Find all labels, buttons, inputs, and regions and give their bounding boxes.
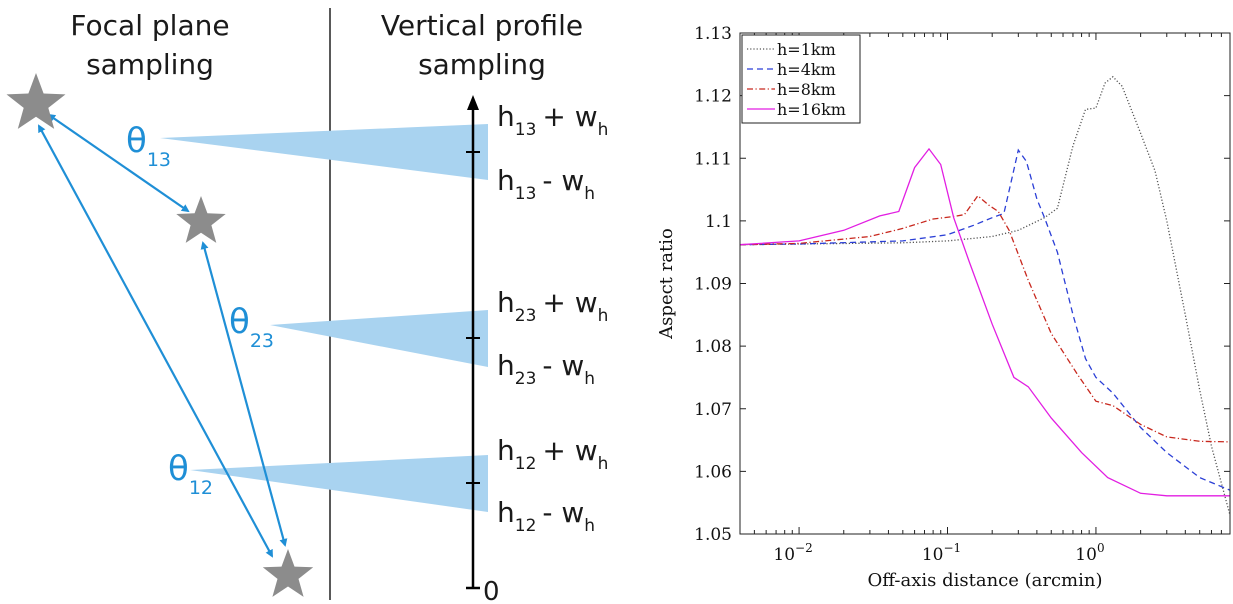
x-tick-label: 10−1 <box>922 541 961 565</box>
legend-label: h=8km <box>777 80 836 99</box>
height-label-13-plus: h13 + wh <box>497 100 608 140</box>
wedge-12 <box>190 455 488 512</box>
y-tick-label: 1.11 <box>694 149 732 169</box>
y-tick-label: 1.05 <box>694 525 732 545</box>
y-tick-label: 1.12 <box>694 87 732 107</box>
y-tick-label: 1.09 <box>694 275 732 295</box>
legend-label: h=16km <box>777 100 846 119</box>
sampling-diagram: Focal plane sampling Vertical profile sa… <box>6 8 608 604</box>
series-line-h=16km <box>739 147 1230 497</box>
legend-box <box>741 34 861 124</box>
arrow-star1-star2 <box>38 124 273 558</box>
x-tick-label: 100 <box>1075 541 1104 565</box>
height-axis-zero-label: 0 <box>483 577 500 604</box>
height-label-23-minus: h23- wh <box>497 349 595 389</box>
legend-label: h=4km <box>777 60 836 79</box>
plot-frame <box>739 32 1231 535</box>
height-label-12-plus: h12 + wh <box>497 434 608 474</box>
x-axis-label: Off-axis distance (arcmin) <box>868 570 1103 591</box>
y-tick-label: 1.13 <box>694 24 732 44</box>
series-line-h=1km <box>739 75 1231 516</box>
y-axis-label: Aspect ratio <box>656 228 677 340</box>
height-axis-arrowhead <box>467 95 479 110</box>
x-tick-label: 10−2 <box>773 541 812 565</box>
arrow-star3-star2 <box>200 241 288 547</box>
aspect-ratio-chart: 1.05 1.06 1.07 1.08 1.09 1.1 1.11 1.12 1.13 10−2 1… <box>656 24 1231 591</box>
y-tick-label: 1.07 <box>694 400 732 420</box>
focal-plane-title-line2: sampling <box>86 48 214 81</box>
star-icon <box>262 549 314 597</box>
height-label-12-minus: h12- wh <box>497 496 595 536</box>
wedge-13 <box>160 124 488 180</box>
height-label-13-minus: h13- wh <box>497 164 595 204</box>
theta-12-label: θ12 <box>168 449 213 499</box>
height-label-23-plus: h23 + wh <box>497 286 608 326</box>
focal-plane-title-line1: Focal plane <box>70 9 229 42</box>
star-icon <box>176 196 226 243</box>
y-tick-label: 1.1 <box>705 212 732 232</box>
theta-23-label: θ23 <box>229 302 274 352</box>
legend-label: h=1km <box>777 40 836 59</box>
theta-13-label: θ13 <box>126 121 171 171</box>
wedge-23 <box>270 310 488 367</box>
vertical-profile-title-line1: Vertical profile <box>381 9 583 42</box>
series-line-h=8km <box>739 194 1231 443</box>
star-icon <box>6 73 66 129</box>
y-tick-label: 1.06 <box>694 462 732 482</box>
vertical-profile-title-line2: sampling <box>418 48 546 81</box>
y-tick-label: 1.08 <box>694 337 732 357</box>
